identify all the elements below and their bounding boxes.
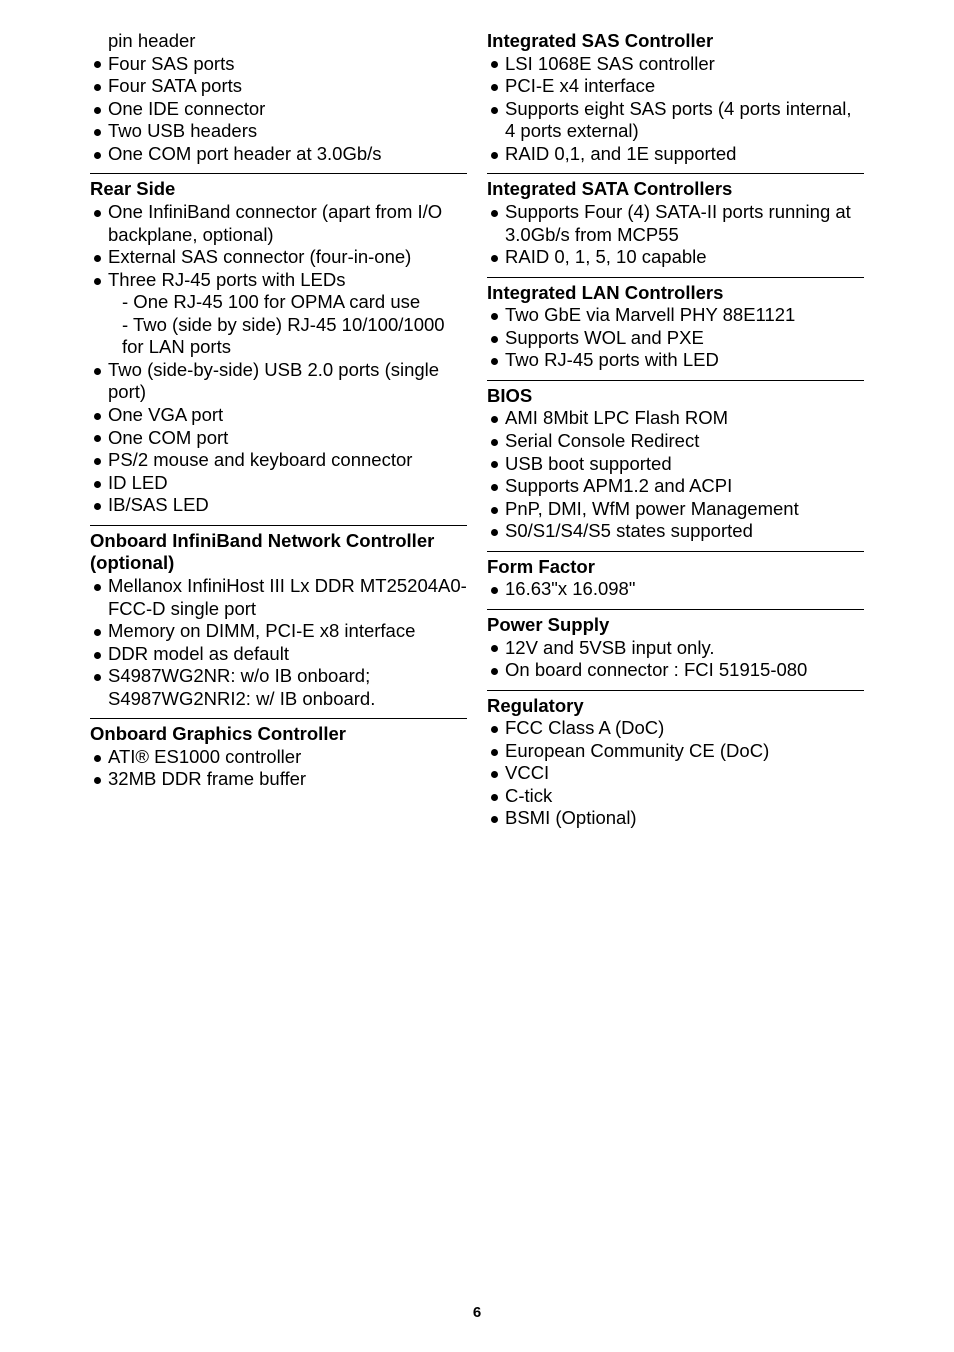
list-item: Supports APM1.2 and ACPI (491, 475, 864, 498)
list-item: Supports eight SAS ports (4 ports intern… (491, 98, 864, 143)
list-item: One IDE connector (94, 98, 467, 121)
power-supply-list: 12V and 5VSB input only. On board connec… (487, 637, 864, 682)
lan-list: Two GbE via Marvell PHY 88E1121 Supports… (487, 304, 864, 372)
list-item: 16.63"x 16.098" (491, 578, 864, 601)
list-item: One VGA port (94, 404, 467, 427)
list-item: S4987WG2NR: w/o IB onboard; S4987WG2NRI2… (94, 665, 467, 710)
form-factor-list: 16.63"x 16.098" (487, 578, 864, 601)
list-item: BSMI (Optional) (491, 807, 864, 830)
section-title: Power Supply (487, 614, 864, 637)
rear-side-list: One InfiniBand connector (apart from I/O… (90, 201, 467, 517)
list-item: Serial Console Redirect (491, 430, 864, 453)
section-regulatory: Regulatory FCC Class A (DoC) European Co… (487, 690, 864, 830)
list-item: LSI 1068E SAS controller (491, 53, 864, 76)
list-item: C-tick (491, 785, 864, 808)
section-title: Regulatory (487, 695, 864, 718)
rj45-sublist: - One RJ-45 100 for OPMA card use - Two … (108, 291, 467, 359)
list-item: Memory on DIMM, PCI-E x8 interface (94, 620, 467, 643)
list-item: Four SAS ports (94, 53, 467, 76)
list-item: S0/S1/S4/S5 states supported (491, 520, 864, 543)
sata-list: Supports Four (4) SATA-II ports running … (487, 201, 864, 269)
page-number: 6 (90, 1304, 864, 1322)
continuation-line: pin header (90, 30, 467, 53)
list-item: Three RJ-45 ports with LEDs - One RJ-45 … (94, 269, 467, 359)
section-infiniband: Onboard InfiniBand Network Controller (o… (90, 525, 467, 711)
list-item: 32MB DDR frame buffer (94, 768, 467, 791)
list-item: VCCI (491, 762, 864, 785)
top-list: Four SAS ports Four SATA ports One IDE c… (90, 53, 467, 166)
section-title: Rear Side (90, 178, 467, 201)
list-item: Supports Four (4) SATA-II ports running … (491, 201, 864, 246)
list-item: ATI® ES1000 controller (94, 746, 467, 769)
section-title: BIOS (487, 385, 864, 408)
list-item: Two (side-by-side) USB 2.0 ports (single… (94, 359, 467, 404)
list-item: European Community CE (DoC) (491, 740, 864, 763)
section-title: Onboard InfiniBand Network Controller (o… (90, 530, 467, 575)
section-title: Integrated LAN Controllers (487, 282, 864, 305)
list-item: One COM port (94, 427, 467, 450)
sublist-item: - Two (side by side) RJ-45 10/100/1000 f… (122, 314, 467, 359)
list-item: Mellanox InfiniHost III Lx DDR MT25204A0… (94, 575, 467, 620)
right-column: Integrated SAS Controller LSI 1068E SAS … (487, 30, 864, 830)
sublist-item: - One RJ-45 100 for OPMA card use (122, 291, 467, 314)
list-item: On board connector : FCI 51915-080 (491, 659, 864, 682)
section-title: Integrated SATA Controllers (487, 178, 864, 201)
list-item: PS/2 mouse and keyboard connector (94, 449, 467, 472)
list-item: RAID 0,1, and 1E supported (491, 143, 864, 166)
list-item: External SAS connector (four-in-one) (94, 246, 467, 269)
list-item-label: Three RJ-45 ports with LEDs (108, 269, 346, 290)
section-title: Integrated SAS Controller (487, 30, 864, 53)
list-item: FCC Class A (DoC) (491, 717, 864, 740)
regulatory-list: FCC Class A (DoC) European Community CE … (487, 717, 864, 830)
section-rear-side: Rear Side One InfiniBand connector (apar… (90, 173, 467, 516)
list-item: 12V and 5VSB input only. (491, 637, 864, 660)
infiniband-list: Mellanox InfiniHost III Lx DDR MT25204A0… (90, 575, 467, 710)
list-item: DDR model as default (94, 643, 467, 666)
section-sata: Integrated SATA Controllers Supports Fou… (487, 173, 864, 268)
section-lan: Integrated LAN Controllers Two GbE via M… (487, 277, 864, 372)
list-item: Two RJ-45 ports with LED (491, 349, 864, 372)
sas-list: LSI 1068E SAS controller PCI-E x4 interf… (487, 53, 864, 166)
section-title: Form Factor (487, 556, 864, 579)
list-item: PCI-E x4 interface (491, 75, 864, 98)
list-item: One InfiniBand connector (apart from I/O… (94, 201, 467, 246)
section-title: Onboard Graphics Controller (90, 723, 467, 746)
bios-list: AMI 8Mbit LPC Flash ROM Serial Console R… (487, 407, 864, 542)
section-form-factor: Form Factor 16.63"x 16.098" (487, 551, 864, 601)
list-item: Four SATA ports (94, 75, 467, 98)
section-graphics: Onboard Graphics Controller ATI® ES1000 … (90, 718, 467, 791)
list-item: IB/SAS LED (94, 494, 467, 517)
graphics-list: ATI® ES1000 controller 32MB DDR frame bu… (90, 746, 467, 791)
list-item: USB boot supported (491, 453, 864, 476)
section-top-continuation: pin header Four SAS ports Four SATA port… (90, 30, 467, 165)
list-item: Two GbE via Marvell PHY 88E1121 (491, 304, 864, 327)
left-column: pin header Four SAS ports Four SATA port… (90, 30, 467, 830)
list-item: RAID 0, 1, 5, 10 capable (491, 246, 864, 269)
section-bios: BIOS AMI 8Mbit LPC Flash ROM Serial Cons… (487, 380, 864, 543)
section-power-supply: Power Supply 12V and 5VSB input only. On… (487, 609, 864, 682)
content-columns: pin header Four SAS ports Four SATA port… (90, 30, 864, 830)
list-item: Two USB headers (94, 120, 467, 143)
list-item: ID LED (94, 472, 467, 495)
list-item: One COM port header at 3.0Gb/s (94, 143, 467, 166)
list-item: AMI 8Mbit LPC Flash ROM (491, 407, 864, 430)
list-item: Supports WOL and PXE (491, 327, 864, 350)
list-item: PnP, DMI, WfM power Management (491, 498, 864, 521)
section-sas: Integrated SAS Controller LSI 1068E SAS … (487, 30, 864, 165)
